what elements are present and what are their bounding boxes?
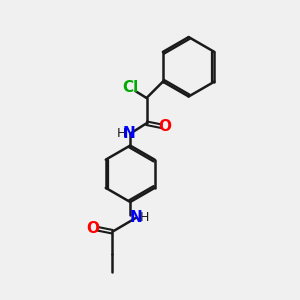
Text: O: O [87,221,100,236]
Text: N: N [123,126,136,141]
Text: O: O [158,119,171,134]
Text: H: H [117,127,127,140]
Text: N: N [130,210,142,225]
Text: H: H [140,211,149,224]
Text: Cl: Cl [122,80,138,95]
